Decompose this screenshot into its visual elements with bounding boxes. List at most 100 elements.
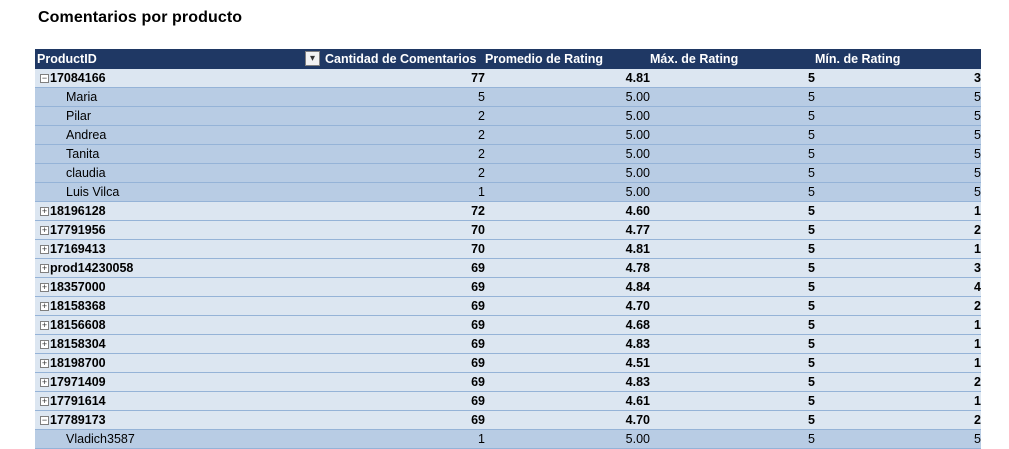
comment-count-cell[interactable]: 69 [471,299,485,313]
row-label-cell[interactable]: +18357000 [35,278,322,296]
min-rating-cell[interactable]: 5 [974,90,981,104]
min-rating-cell[interactable]: 5 [974,128,981,142]
comment-count-cell[interactable]: 69 [471,337,485,351]
row-label-cell[interactable]: +18158304 [35,335,322,353]
comment-count-cell[interactable]: 70 [471,242,485,256]
min-rating-cell[interactable]: 3 [974,71,981,85]
min-rating-cell[interactable]: 1 [974,356,981,370]
max-rating-cell[interactable]: 5 [808,204,815,218]
min-rating-cell[interactable]: 1 [974,318,981,332]
comment-count-cell[interactable]: 77 [471,71,485,85]
pivot-product-row[interactable]: +18357000 69 4.84 5 4 [35,278,981,297]
comment-count-cell[interactable]: 69 [471,261,485,275]
avg-rating-cell[interactable]: 5.00 [625,185,650,199]
expand-icon[interactable]: + [40,395,49,406]
min-rating-cell[interactable]: 5 [974,432,981,446]
min-rating-cell[interactable]: 1 [974,204,981,218]
max-rating-cell[interactable]: 5 [808,375,815,389]
row-label-cell[interactable]: +18158368 [35,297,322,315]
min-rating-cell[interactable]: 5 [974,147,981,161]
comment-count-cell[interactable]: 2 [478,128,485,142]
row-label-cell[interactable]: +17791614 [35,392,322,410]
row-label-cell[interactable]: +17971409 [35,373,322,391]
avg-rating-cell[interactable]: 5.00 [625,166,650,180]
comment-count-cell[interactable]: 2 [478,109,485,123]
expand-icon[interactable]: + [40,319,49,330]
min-rating-cell[interactable]: 5 [974,185,981,199]
row-label-cell[interactable]: Andrea [35,126,322,144]
comment-count-cell[interactable]: 1 [478,185,485,199]
comment-count-cell[interactable]: 69 [471,413,485,427]
comment-count-cell[interactable]: 1 [478,432,485,446]
sort-filter-icon[interactable]: ▾ [305,51,320,66]
comment-count-cell[interactable]: 70 [471,223,485,237]
row-label-cell[interactable]: + prod14230058 [35,259,322,277]
expand-icon[interactable]: + [40,357,49,368]
avg-rating-cell[interactable]: 4.83 [625,375,650,389]
pivot-product-row[interactable]: +18196128 72 4.60 5 1 [35,202,981,221]
max-rating-cell[interactable]: 5 [808,166,815,180]
pivot-product-row[interactable]: −17084166 77 4.81 5 3 [35,69,981,88]
max-rating-cell[interactable]: 5 [808,356,815,370]
expand-icon[interactable]: + [40,243,49,254]
max-rating-cell[interactable]: 5 [808,299,815,313]
min-rating-cell[interactable]: 2 [974,223,981,237]
comment-count-cell[interactable]: 69 [471,318,485,332]
avg-rating-cell[interactable]: 4.83 [625,337,650,351]
min-rating-cell[interactable]: 1 [974,242,981,256]
min-rating-cell[interactable]: 3 [974,261,981,275]
min-rating-cell[interactable]: 2 [974,299,981,313]
row-label-cell[interactable]: −17789173 [35,411,322,429]
header-max-rating[interactable]: Máx. de Rating [650,52,739,66]
row-label-cell[interactable]: +18196128 [35,202,322,220]
avg-rating-cell[interactable]: 4.60 [625,204,650,218]
collapse-icon[interactable]: − [40,72,49,83]
min-rating-cell[interactable]: 1 [974,337,981,351]
expand-icon[interactable]: + [40,281,49,292]
avg-rating-cell[interactable]: 5.00 [625,109,650,123]
row-label-cell[interactable]: +18156608 [35,316,322,334]
pivot-product-row[interactable]: +18158368 69 4.70 5 2 [35,297,981,316]
max-rating-cell[interactable]: 5 [808,128,815,142]
pivot-product-row[interactable]: +17169413 70 4.81 5 1 [35,240,981,259]
expand-icon[interactable]: + [40,262,49,273]
comment-count-cell[interactable]: 69 [471,394,485,408]
min-rating-cell[interactable]: 2 [974,375,981,389]
header-product-id[interactable]: ProductID ▾ [35,49,322,69]
pivot-product-row[interactable]: +18158304 69 4.83 5 1 [35,335,981,354]
avg-rating-cell[interactable]: 5.00 [625,128,650,142]
avg-rating-cell[interactable]: 5.00 [625,147,650,161]
collapse-icon[interactable]: − [40,414,49,425]
avg-rating-cell[interactable]: 4.77 [625,223,650,237]
min-rating-cell[interactable]: 2 [974,413,981,427]
pivot-user-row[interactable]: Luis Vilca 1 5.00 5 5 [35,183,981,202]
pivot-product-row[interactable]: −17789173 69 4.70 5 2 [35,411,981,430]
pivot-user-row[interactable]: Andrea 2 5.00 5 5 [35,126,981,145]
max-rating-cell[interactable]: 5 [808,261,815,275]
max-rating-cell[interactable]: 5 [808,394,815,408]
comment-count-cell[interactable]: 69 [471,356,485,370]
pivot-product-row[interactable]: +17791614 69 4.61 5 1 [35,392,981,411]
row-label-cell[interactable]: Luis Vilca [35,183,322,201]
expand-icon[interactable]: + [40,300,49,311]
avg-rating-cell[interactable]: 4.68 [625,318,650,332]
avg-rating-cell[interactable]: 4.81 [625,242,650,256]
pivot-product-row[interactable]: +17971409 69 4.83 5 2 [35,373,981,392]
comment-count-cell[interactable]: 69 [471,280,485,294]
comment-count-cell[interactable]: 69 [471,375,485,389]
min-rating-cell[interactable]: 5 [974,166,981,180]
expand-icon[interactable]: + [40,376,49,387]
pivot-user-row[interactable]: Pilar 2 5.00 5 5 [35,107,981,126]
row-label-cell[interactable]: Tanita [35,145,322,163]
max-rating-cell[interactable]: 5 [808,413,815,427]
min-rating-cell[interactable]: 1 [974,394,981,408]
pivot-user-row[interactable]: Vladich3587 1 5.00 5 5 [35,430,981,449]
min-rating-cell[interactable]: 5 [974,109,981,123]
expand-icon[interactable]: + [40,205,49,216]
avg-rating-cell[interactable]: 4.61 [625,394,650,408]
avg-rating-cell[interactable]: 5.00 [625,432,650,446]
max-rating-cell[interactable]: 5 [808,337,815,351]
header-avg-rating[interactable]: Promedio de Rating [485,52,604,66]
comment-count-cell[interactable]: 2 [478,166,485,180]
pivot-user-row[interactable]: Tanita 2 5.00 5 5 [35,145,981,164]
